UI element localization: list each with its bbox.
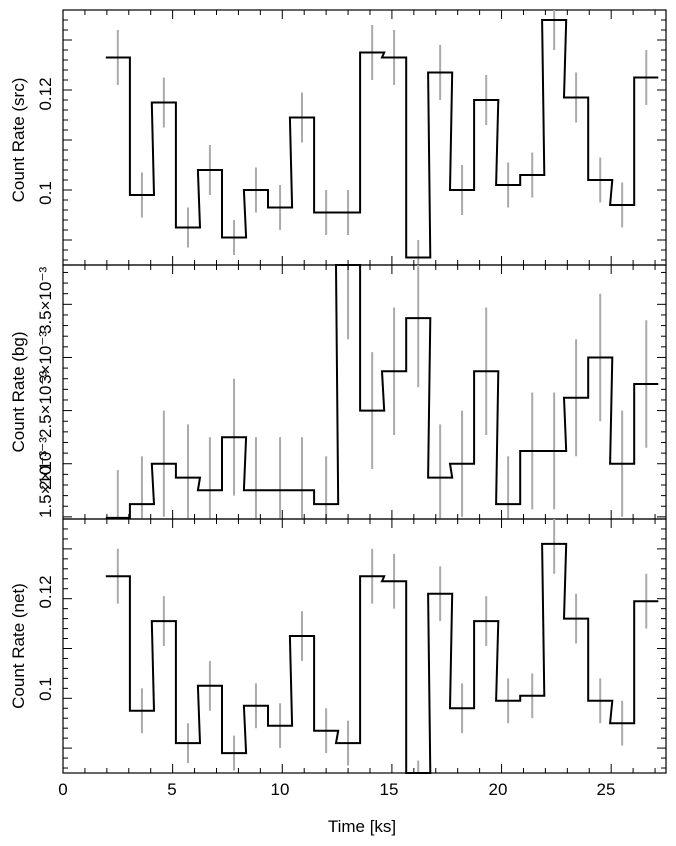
- axis-ticks: [62, 9, 666, 773]
- panel-net-step-line: [105, 542, 659, 774]
- panel-bg-y-axis-title: Count Rate (bg): [9, 332, 28, 453]
- panel-bg-step-line: [105, 264, 659, 519]
- panel-net: 0.1 0.12 Count Rate (net) 0 5 10 15 20 2…: [9, 518, 667, 836]
- panel-bg-ytick-label: 2.5×10⁻³: [36, 371, 55, 438]
- panel-src-y-axis-title: Count Rate (src): [9, 78, 28, 203]
- panel-bg-ytick-label: 2×10⁻³: [36, 437, 55, 490]
- panel-src-ytick-label: 0.12: [36, 77, 55, 110]
- panel-net-ytick-label: 0.1: [36, 677, 55, 701]
- panel-bg-ytick-label: 1.5×10⁻³: [36, 451, 55, 518]
- panel-bg-y-ticks: 1.5×10⁻³ 2×10⁻³ 2.5×10⁻³ 3×10⁻³ 3.5×10⁻³: [36, 267, 55, 518]
- xtick-label: 5: [167, 780, 176, 799]
- panel-net-frame: [62, 518, 667, 774]
- x-tick-labels: 0 5 10 15 20 25: [58, 780, 615, 799]
- xtick-label: 20: [489, 780, 508, 799]
- panel-bg-ytick-label: 3.5×10⁻³: [36, 267, 55, 334]
- panel-net-y-axis-title: Count Rate (net): [9, 583, 28, 709]
- panel-src-ytick-label: 0.1: [36, 181, 55, 205]
- x-axis-title: Time [ks]: [328, 817, 396, 836]
- panel-src-step-line: [105, 19, 659, 259]
- panel-net-ytick-label: 0.12: [36, 575, 55, 608]
- panel-src: 0.1 0.12 Count Rate (src): [9, 9, 667, 266]
- xtick-label: 25: [597, 780, 616, 799]
- xtick-label: 0: [58, 780, 67, 799]
- xtick-label: 15: [380, 780, 399, 799]
- xtick-label: 10: [271, 780, 290, 799]
- panel-src-y-ticks: 0.1 0.12: [36, 77, 55, 204]
- panel-bg: 1.5×10⁻³ 2×10⁻³ 2.5×10⁻³ 3×10⁻³ 3.5×10⁻³…: [9, 264, 667, 520]
- panel-bg-ytick-label: 3×10⁻³: [36, 331, 55, 384]
- panel-net-y-ticks: 0.1 0.12: [36, 575, 55, 700]
